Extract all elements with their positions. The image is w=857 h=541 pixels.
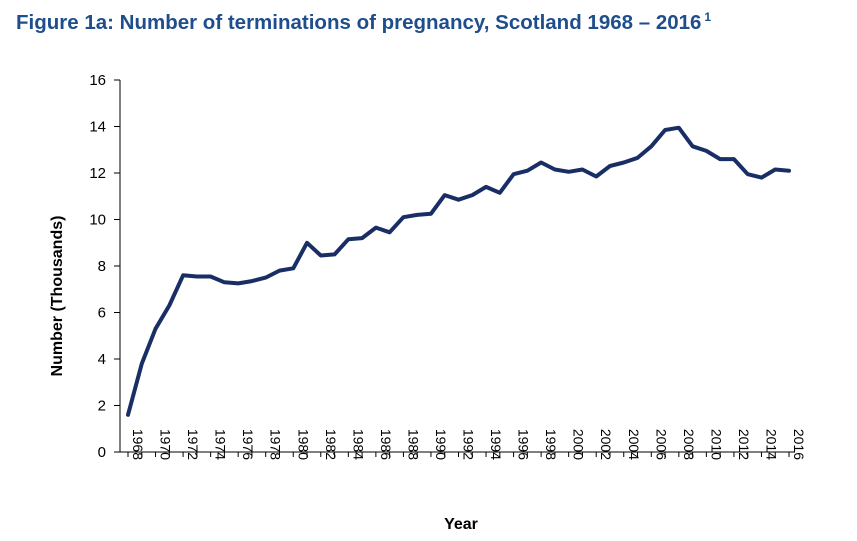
series-line — [126, 125, 791, 417]
data-point — [526, 170, 529, 172]
x-tick-label: 1970 — [158, 429, 174, 460]
chart-title: Figure 1a: Number of terminations of pre… — [16, 10, 711, 35]
data-point — [581, 168, 584, 171]
series-layer — [126, 125, 791, 417]
data-point — [141, 363, 143, 365]
data-point — [402, 216, 404, 218]
data-point — [471, 194, 473, 196]
y-tick-label: 10 — [89, 212, 106, 229]
y-tick-label: 16 — [89, 72, 106, 89]
data-point — [320, 254, 322, 257]
data-point — [237, 282, 239, 284]
data-point — [375, 227, 377, 229]
data-point — [705, 150, 708, 152]
x-tick-label: 1980 — [295, 429, 311, 460]
data-point — [692, 145, 694, 147]
data-point — [430, 213, 432, 215]
x-tick-label: 1986 — [378, 429, 394, 460]
data-point — [747, 173, 749, 175]
x-tick-label: 1990 — [433, 429, 449, 460]
data-point — [623, 161, 625, 164]
data-point — [595, 175, 597, 178]
data-point — [347, 238, 349, 240]
data-point — [513, 173, 515, 175]
x-tick-label: 2006 — [653, 429, 669, 460]
data-point — [389, 231, 391, 233]
data-point — [251, 280, 253, 282]
y-tick-label: 6 — [98, 305, 106, 322]
data-point — [265, 277, 267, 279]
x-tick-label: 2010 — [708, 429, 724, 460]
y-tick-label: 0 — [98, 444, 106, 461]
data-point — [568, 171, 570, 173]
x-tick-label: 2002 — [598, 429, 614, 460]
data-point — [609, 165, 611, 167]
x-tick-label: 1972 — [185, 429, 201, 460]
x-axis: 1968 1970 1972 1974 1976 1978 1980 1982 1984 1986… — [120, 429, 807, 460]
x-tick-label: 1988 — [405, 429, 421, 460]
x-tick-label: 2008 — [681, 429, 697, 460]
y-axis-title: Number (Thousands) — [49, 216, 66, 377]
footnote-marker: 1 — [704, 10, 712, 24]
x-tick-label: 1992 — [461, 429, 477, 460]
data-point — [788, 170, 790, 172]
x-tick-label: 2004 — [626, 429, 642, 460]
x-tick-label: 2014 — [763, 429, 779, 460]
chart-title-text: Figure 1a: Number of terminations of pre… — [16, 10, 702, 34]
x-tick-label: 1982 — [323, 429, 339, 460]
x-tick-label: 1998 — [543, 429, 559, 460]
x-tick-label: 1978 — [268, 429, 284, 460]
data-point — [168, 304, 170, 307]
x-tick-label: 2012 — [736, 429, 752, 460]
data-point — [485, 186, 487, 188]
x-tick-label: 1994 — [488, 429, 504, 460]
data-point — [416, 214, 418, 216]
x-axis-title: Year — [444, 516, 478, 533]
y-tick-label: 4 — [98, 351, 106, 368]
x-tick-label: 2000 — [571, 429, 587, 460]
x-tick-label: 1996 — [516, 429, 532, 460]
x-tick-label: 1984 — [350, 429, 366, 460]
data-point — [499, 192, 501, 194]
data-point — [650, 145, 652, 147]
y-tick-label: 8 — [98, 258, 106, 275]
x-tick-label: 1974 — [213, 429, 229, 460]
data-point — [457, 199, 460, 201]
data-point — [154, 328, 157, 330]
y-tick-label: 12 — [89, 165, 106, 182]
data-point — [719, 158, 721, 160]
data-point — [292, 267, 294, 269]
data-point — [306, 242, 308, 244]
data-point — [127, 414, 129, 416]
x-tick-label: 1976 — [240, 429, 256, 460]
data-point — [678, 127, 680, 129]
data-point — [444, 194, 446, 196]
x-tick-label: 2016 — [791, 429, 807, 460]
data-point — [196, 275, 198, 278]
y-axis: 0 2 4 6 8 10 12 14 16 — [89, 72, 121, 461]
data-point — [554, 168, 556, 171]
data-point — [664, 129, 666, 131]
data-point — [760, 177, 763, 179]
y-tick-label: 14 — [89, 119, 106, 136]
data-point — [540, 161, 542, 164]
data-point — [733, 158, 735, 160]
data-point — [278, 270, 281, 272]
data-point — [774, 168, 776, 171]
data-point — [210, 275, 212, 278]
data-point — [334, 253, 336, 255]
x-tick-label: 1968 — [130, 429, 146, 460]
y-tick-label: 2 — [98, 398, 106, 415]
data-point — [223, 281, 225, 283]
data-point — [361, 237, 363, 239]
data-point — [182, 274, 184, 276]
data-point — [636, 157, 639, 159]
